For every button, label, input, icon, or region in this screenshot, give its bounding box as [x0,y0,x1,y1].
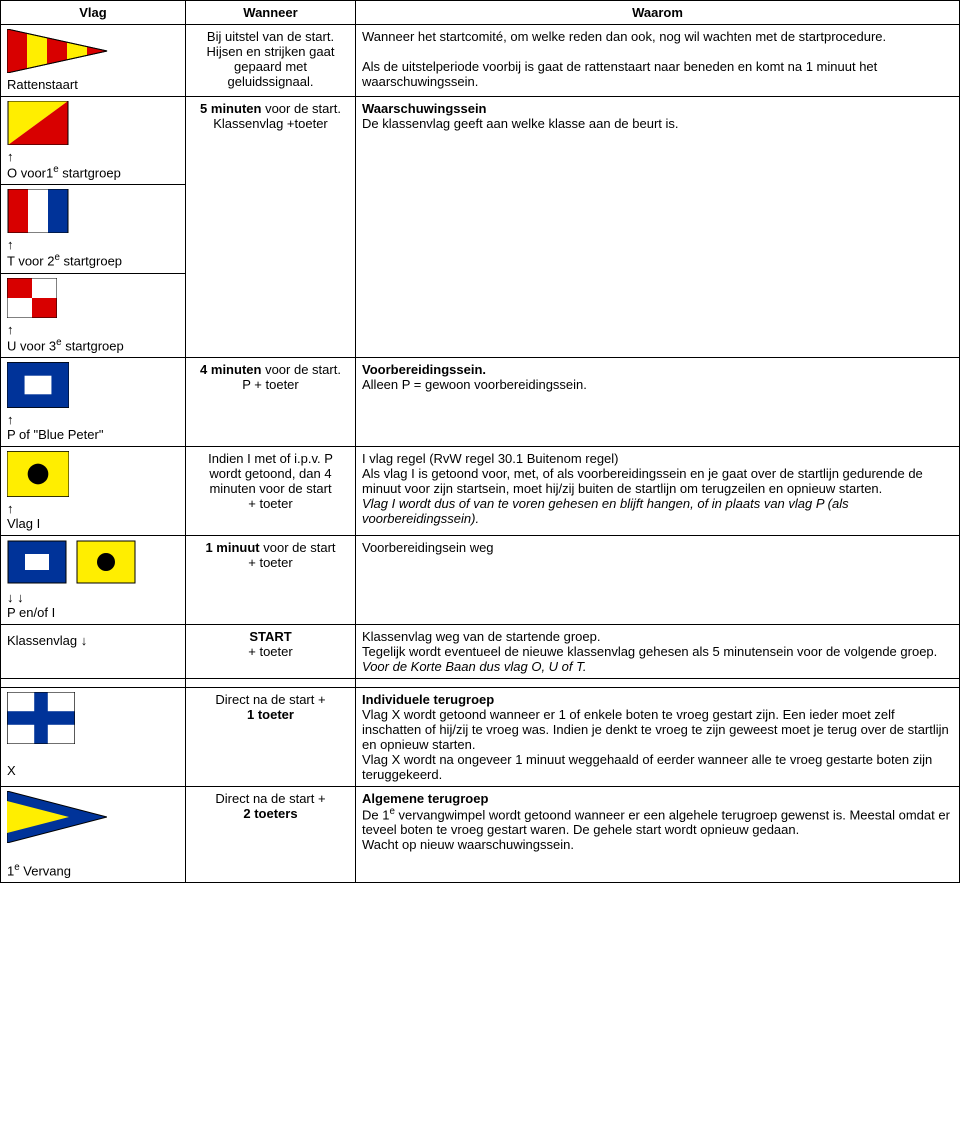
vlag-i-label: ↑Vlag I [7,501,179,531]
p-and-i-flags-icon [7,540,137,586]
row-x-flag: X Direct na de start +1 toeter Individue… [1,687,960,786]
header-flag: Vlag [1,1,186,25]
x-flag-icon [7,692,75,744]
row-rattenstaart: Rattenstaart Bij uitstel van de start.Hi… [1,25,960,97]
vervang-why: Algemene terugroepDe 1e vervangwimpel wo… [356,786,960,882]
t-group-label: ↑T voor 2e startgroep [7,237,179,268]
signal-flags-table: Vlag Wanneer Waarom Rattenstaart Bij uit… [0,0,960,883]
i-flag-icon [7,451,69,497]
rattenstaart-label: Rattenstaart [7,77,179,92]
vervang-label: 1e Vervang [7,847,179,878]
p-en-i-when: 1 minuut voor de start+ toeter [186,535,356,624]
rattenstaart-flag-icon [7,29,112,73]
row-p-blue-peter: ↑P of "Blue Peter" 4 minuten voor de sta… [1,357,960,446]
vervang-when: Direct na de start +2 toeters [186,786,356,882]
p-blue-peter-label: ↑P of "Blue Peter" [7,412,179,442]
p-blue-peter-why: Voorbereidingssein.Alleen P = gewoon voo… [356,357,960,446]
p-flag-icon [7,362,69,408]
p-en-i-label: ↓ ↓P en/of I [7,590,179,620]
header-when: Wanneer [186,1,356,25]
rattenstaart-when: Bij uitstel van de start.Hijsen en strij… [186,25,356,97]
klassenvlag-when: START+ toeter [186,624,356,678]
klassenvlag-label: Klassenvlag ↓ [7,633,179,648]
o-group-label: ↑O voor1e startgroep [7,149,179,180]
header-row: Vlag Wanneer Waarom [1,1,960,25]
row-o-group: ↑O voor1e startgroep 5 minuten voor de s… [1,97,960,185]
vlag-i-when: Indien I met of i.p.v. P wordt getoond, … [186,446,356,535]
x-flag-when: Direct na de start +1 toeter [186,687,356,786]
vlag-i-why: I vlag regel (RvW regel 30.1 Buitenom re… [356,446,960,535]
row-vervang: 1e Vervang Direct na de start +2 toeters… [1,786,960,882]
x-flag-label: X [7,748,179,778]
o-group-why: WaarschuwingsseinDe klassenvlag geeft aa… [356,97,960,358]
x-flag-why: Individuele terugroepVlag X wordt getoon… [356,687,960,786]
row-p-en-i: ↓ ↓P en/of I 1 minuut voor de start+ toe… [1,535,960,624]
t-flag-icon [7,189,69,233]
o-flag-icon [7,101,69,145]
u-flag-icon [7,278,57,318]
p-blue-peter-when: 4 minuten voor de start.P + toeter [186,357,356,446]
row-vlag-i: ↑Vlag I Indien I met of i.p.v. P wordt g… [1,446,960,535]
header-why: Waarom [356,1,960,25]
row-klassenvlag: Klassenvlag ↓ START+ toeter Klassenvlag … [1,624,960,678]
spacer-row [1,678,960,687]
o-group-when: 5 minuten voor de start.Klassenvlag +toe… [186,97,356,358]
u-group-label: ↑U voor 3e startgroep [7,322,179,353]
vervang-pennant-icon [7,791,107,843]
rattenstaart-why: Wanneer het startcomité, om welke reden … [356,25,960,97]
klassenvlag-why: Klassenvlag weg van de startende groep.T… [356,624,960,678]
p-en-i-why: Voorbereidingsein weg [356,535,960,624]
